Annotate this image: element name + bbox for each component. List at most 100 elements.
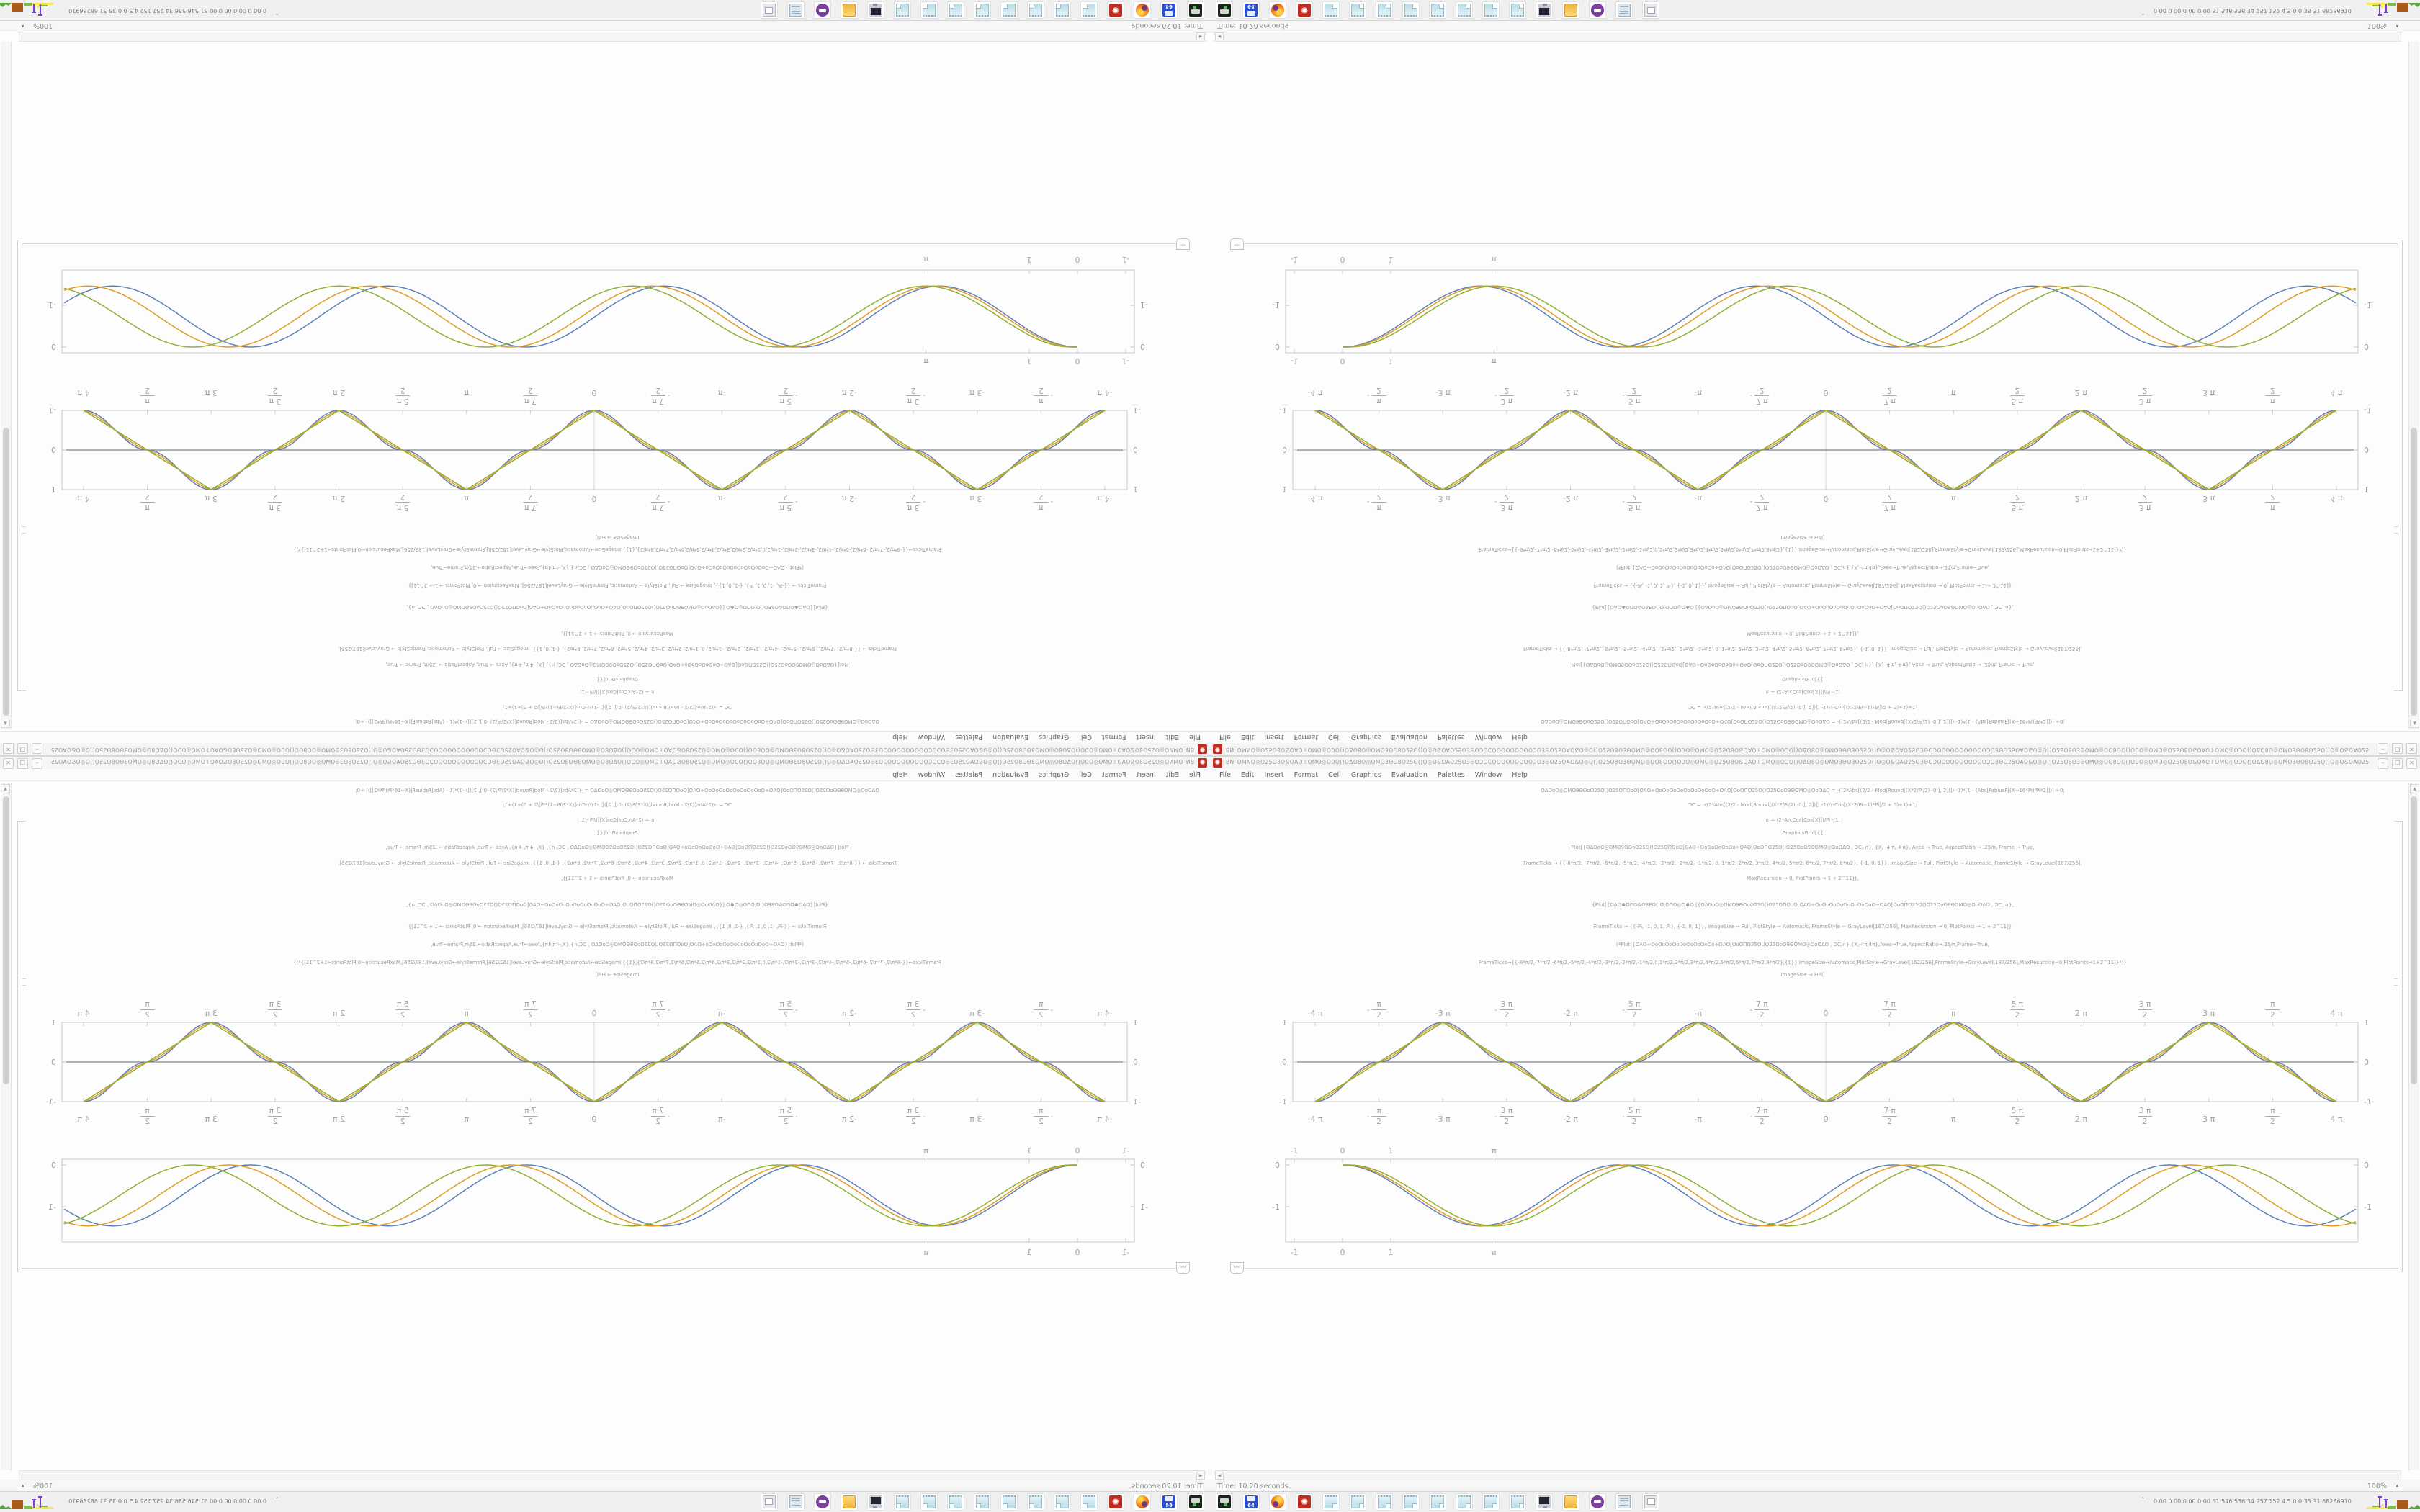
firefox-icon[interactable] <box>1269 1493 1286 1511</box>
code-line[interactable]: FrameTicks → {{-Pi, -1, 0, 1, Pi}, {-1, … <box>408 924 827 930</box>
code-line[interactable]: ∩ = (2*ArcCos[Cos[X]])/Pi - 1; <box>580 689 655 695</box>
code-line[interactable]: Plot[{ΟΔΟοΟ◎ΟΜΟ9ΘΟοΟ25Ο()Ο25ΟΠΟοΟ[ΟΑΟ÷Οο… <box>1571 662 2035 667</box>
notepad-icon[interactable] <box>947 1 964 19</box>
disk-dark-icon[interactable] <box>1187 1 1204 19</box>
restore-button[interactable]: ❐ <box>2392 743 2403 754</box>
code-line[interactable]: ΟΔΟοΟ◎ΟΜΟ9ΘΟοΟ25Ο()Ο25ΟΠΟοΟ[ΟΑΟ÷ΟοΟοΟοΟο… <box>1541 719 2065 724</box>
menu-item-file[interactable]: File <box>1189 733 1201 742</box>
horizontal-scrollbar[interactable]: ◀ <box>1214 31 2401 42</box>
horizontal-scrollbar[interactable]: ◀ <box>19 31 1206 42</box>
cell-bracket-output[interactable] <box>22 985 26 1269</box>
restore-button[interactable]: ❐ <box>2392 758 2403 769</box>
purple-app-icon[interactable] <box>1589 1 1606 19</box>
notepad-icon[interactable] <box>1080 1 1098 19</box>
gear-red-icon[interactable]: ✺ <box>1107 1493 1124 1511</box>
menu-item-format[interactable]: Format <box>1101 733 1126 742</box>
code-line[interactable]: ƆϹ = -((2*Abs[(2/2 - Mod[Round[(X*2/Pi/2… <box>503 802 732 808</box>
folder-icon[interactable] <box>1562 1 1579 19</box>
notepad-icon[interactable] <box>1402 1493 1420 1511</box>
menu-item-format[interactable]: Format <box>1294 733 1319 742</box>
close-button[interactable]: ✕ <box>2406 758 2417 769</box>
code-line[interactable]: ƆϹ = -((2*Abs[(2/2 - Mod[Round[(X*2/Pi/2… <box>1688 802 1917 808</box>
window-titlebar[interactable]: ✺ ΒΝ_ΟΜΝΟ◎Ο25Ο8Ο&ΟΑΟ+ΟΜΟ◎ΟϽΟ()ΟΔΟ8Ο◎ΟΜΟ3… <box>0 756 1210 770</box>
notepad-icon[interactable] <box>974 1493 991 1511</box>
floppy-64-icon[interactable]: 64 <box>1242 1 1260 19</box>
window-titlebar[interactable]: ✺ ΒΝ_ΟΜΝΟ◎Ο25Ο8Ο&ΟΑΟ+ΟΜΟ◎ΟϽΟ()ΟΔΟ8Ο◎ΟΜΟ3… <box>1210 756 2420 770</box>
vertical-scroll-thumb[interactable] <box>3 428 9 716</box>
floppy-64-icon[interactable]: 64 <box>1242 1493 1260 1511</box>
menu-item-help[interactable]: Help <box>892 770 908 779</box>
disk-dark-icon[interactable] <box>1216 1 1233 19</box>
notepad-icon[interactable] <box>1080 1493 1098 1511</box>
vertical-scrollbar[interactable]: ▲ <box>2408 42 2419 729</box>
notepad-icon[interactable] <box>1456 1493 1473 1511</box>
scroll-left-arrow-icon[interactable]: ◀ <box>1215 1472 1224 1480</box>
vertical-scrollbar[interactable]: ▲ <box>1 42 12 729</box>
purple-app-icon[interactable] <box>814 1493 831 1511</box>
notepad-icon[interactable] <box>1322 1 1340 19</box>
tray-expand-icon[interactable]: ⌃ <box>274 9 279 16</box>
pager-icon[interactable] <box>1642 1493 1659 1511</box>
vertical-scrollbar[interactable]: ▲ <box>2408 783 2419 1470</box>
code-line[interactable]: FrameTicks → {{-Pi, -1, 0, 1, Pi}, {-1, … <box>1593 582 2012 588</box>
floppy-64-icon[interactable]: 64 <box>1160 1 1178 19</box>
code-line[interactable]: ƆϹ = -((2*Abs[(2/2 - Mod[Round[(X*2/Pi/2… <box>503 704 732 710</box>
pager-icon[interactable] <box>761 1493 778 1511</box>
cell-bracket-input[interactable] <box>2394 533 2398 691</box>
code-line[interactable]: Plot[{ΟΔΟοΟ◎ΟΜΟ9ΘΟοΟ25Ο()Ο25ΟΠΟοΟ[ΟΑΟ÷Οο… <box>385 845 849 850</box>
cell-bracket-input[interactable] <box>22 821 26 979</box>
purple-app-icon[interactable] <box>814 1 831 19</box>
menu-item-evaluation[interactable]: Evaluation <box>992 733 1029 742</box>
code-line[interactable]: {Plot[{ΟΑΟ♣ΟΠΟ&Ο3ΕΟ()Ο,ΟΠΟ◎Ο♣Ο [{ΟΔΟοΟ◎Ο… <box>1592 604 2014 610</box>
magnification-control[interactable]: 100% <box>2367 1482 2387 1490</box>
menu-item-file[interactable]: File <box>1219 733 1231 742</box>
notepad-icon[interactable] <box>1482 1 1500 19</box>
notepad-icon[interactable] <box>1000 1493 1018 1511</box>
pager-icon[interactable] <box>1642 1 1659 19</box>
scroll-left-arrow-icon[interactable]: ◀ <box>1215 32 1224 40</box>
menu-item-format[interactable]: Format <box>1101 770 1126 779</box>
menu-item-graphics[interactable]: Graphics <box>1350 733 1381 742</box>
code-line[interactable]: ƆϹ = -((2*Abs[(2/2 - Mod[Round[(X*2/Pi/2… <box>1688 704 1917 710</box>
code-line[interactable]: ImageSize → Full] <box>1780 534 1825 540</box>
menu-item-evaluation[interactable]: Evaluation <box>992 770 1029 779</box>
menu-item-file[interactable]: File <box>1219 770 1231 779</box>
code-line[interactable]: FrameTicks→{{-8*π/2,-7*π/2,-6*π/2,-5*π/2… <box>1479 960 2127 966</box>
code-line[interactable]: FrameTicks → {{-8*π/2, -7*π/2, -6*π/2, -… <box>1523 860 2082 866</box>
gear-red-icon[interactable]: ✺ <box>1296 1 1313 19</box>
menu-item-palettes[interactable]: Palettes <box>1437 770 1465 779</box>
minimize-button[interactable]: – <box>2378 743 2388 754</box>
window-titlebar[interactable]: ✺ ΒΝ_ΟΜΝΟ◎Ο25Ο8Ο&ΟΑΟ+ΟΜΟ◎ΟϽΟ()ΟΔΟ8Ο◎ΟΜΟ3… <box>0 742 1210 756</box>
notepad-icon[interactable] <box>1402 1 1420 19</box>
code-line[interactable]: ∩ = (2*ArcCos[Cos[X]])/Pi - 1; <box>580 817 655 823</box>
code-line[interactable]: GraphicsGrid[{{ <box>1782 830 1824 836</box>
code-line[interactable]: MaxRecursion → 0, PlotPoints → 1 + 2^11]… <box>1747 631 1859 636</box>
pager-icon[interactable] <box>761 1 778 19</box>
magnification-control[interactable]: 100% <box>33 22 53 30</box>
insert-cell-button[interactable]: + <box>1176 238 1190 250</box>
code-line[interactable]: ImageSize → Full] <box>595 534 640 540</box>
notepad-icon[interactable] <box>1456 1 1473 19</box>
notepad-icon[interactable] <box>1429 1 1446 19</box>
code-line[interactable]: FrameTicks→{{-8*π/2,-7*π/2,-6*π/2,-5*π/2… <box>293 960 941 966</box>
menu-item-palettes[interactable]: Palettes <box>955 733 983 742</box>
close-button[interactable]: ✕ <box>3 743 14 754</box>
notepad-icon[interactable] <box>1054 1493 1071 1511</box>
scroll-up-arrow-icon[interactable]: ▲ <box>1 719 10 728</box>
insert-cell-button[interactable]: + <box>1230 1262 1244 1274</box>
tray-expand-icon[interactable]: ⌃ <box>2141 1496 2146 1503</box>
menu-item-insert[interactable]: Insert <box>1136 770 1156 779</box>
menu-item-file[interactable]: File <box>1189 770 1201 779</box>
close-button[interactable]: ✕ <box>3 758 14 769</box>
menu-item-window[interactable]: Window <box>918 770 946 779</box>
notepad-icon[interactable] <box>1429 1493 1446 1511</box>
cell-bracket-output[interactable] <box>22 243 26 527</box>
vertical-scroll-thumb[interactable] <box>3 796 9 1084</box>
cell-bracket-input[interactable] <box>22 533 26 691</box>
code-line[interactable]: FrameTicks → {{-8*π/2, -7*π/2, -6*π/2, -… <box>1523 646 2082 652</box>
notepad-icon[interactable] <box>1376 1 1393 19</box>
code-line[interactable]: FrameTicks → {{-Pi, -1, 0, 1, Pi}, {-1, … <box>1593 924 2012 930</box>
menu-item-help[interactable]: Help <box>1512 770 1528 779</box>
menu-item-edit[interactable]: Edit <box>1165 733 1180 742</box>
menu-item-graphics[interactable]: Graphics <box>1039 770 1070 779</box>
